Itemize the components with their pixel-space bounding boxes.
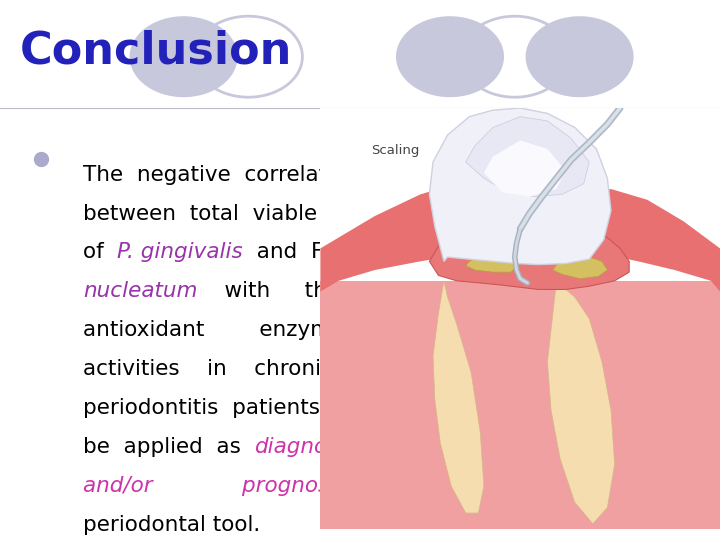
Polygon shape	[553, 257, 608, 279]
Polygon shape	[320, 281, 720, 529]
Text: Scaling: Scaling	[372, 144, 420, 157]
Circle shape	[526, 16, 634, 97]
Text: and  F.: and F.	[243, 242, 327, 262]
Polygon shape	[566, 189, 720, 529]
Text: and/or             prognostic: and/or prognostic	[83, 476, 355, 496]
Text: antioxidant        enzyme: antioxidant enzyme	[83, 320, 344, 340]
Polygon shape	[433, 281, 484, 513]
Text: P. gingivalis: P. gingivalis	[117, 242, 243, 262]
Polygon shape	[320, 184, 502, 529]
Text: of: of	[83, 242, 117, 262]
Text: periodontitis  patients  may: periodontitis patients may	[83, 398, 381, 418]
Polygon shape	[466, 117, 589, 197]
Text: with     the: with the	[197, 281, 341, 301]
Circle shape	[130, 16, 238, 97]
Text: The  negative  correlation: The negative correlation	[83, 165, 360, 185]
Polygon shape	[466, 254, 516, 272]
Text: diagnostic: diagnostic	[254, 437, 365, 457]
Polygon shape	[429, 108, 611, 265]
Polygon shape	[429, 214, 629, 289]
Text: periodontal tool.: periodontal tool.	[83, 515, 260, 535]
Text: Conclusion: Conclusion	[19, 30, 292, 73]
FancyBboxPatch shape	[320, 108, 720, 529]
Circle shape	[396, 16, 504, 97]
Text: be  applied  as: be applied as	[83, 437, 254, 457]
Text: between  total  viable  count: between total viable count	[83, 204, 392, 224]
Polygon shape	[547, 281, 615, 524]
Text: nucleatum: nucleatum	[83, 281, 197, 301]
Polygon shape	[484, 140, 566, 197]
Text: activities    in    chronic: activities in chronic	[83, 359, 333, 379]
